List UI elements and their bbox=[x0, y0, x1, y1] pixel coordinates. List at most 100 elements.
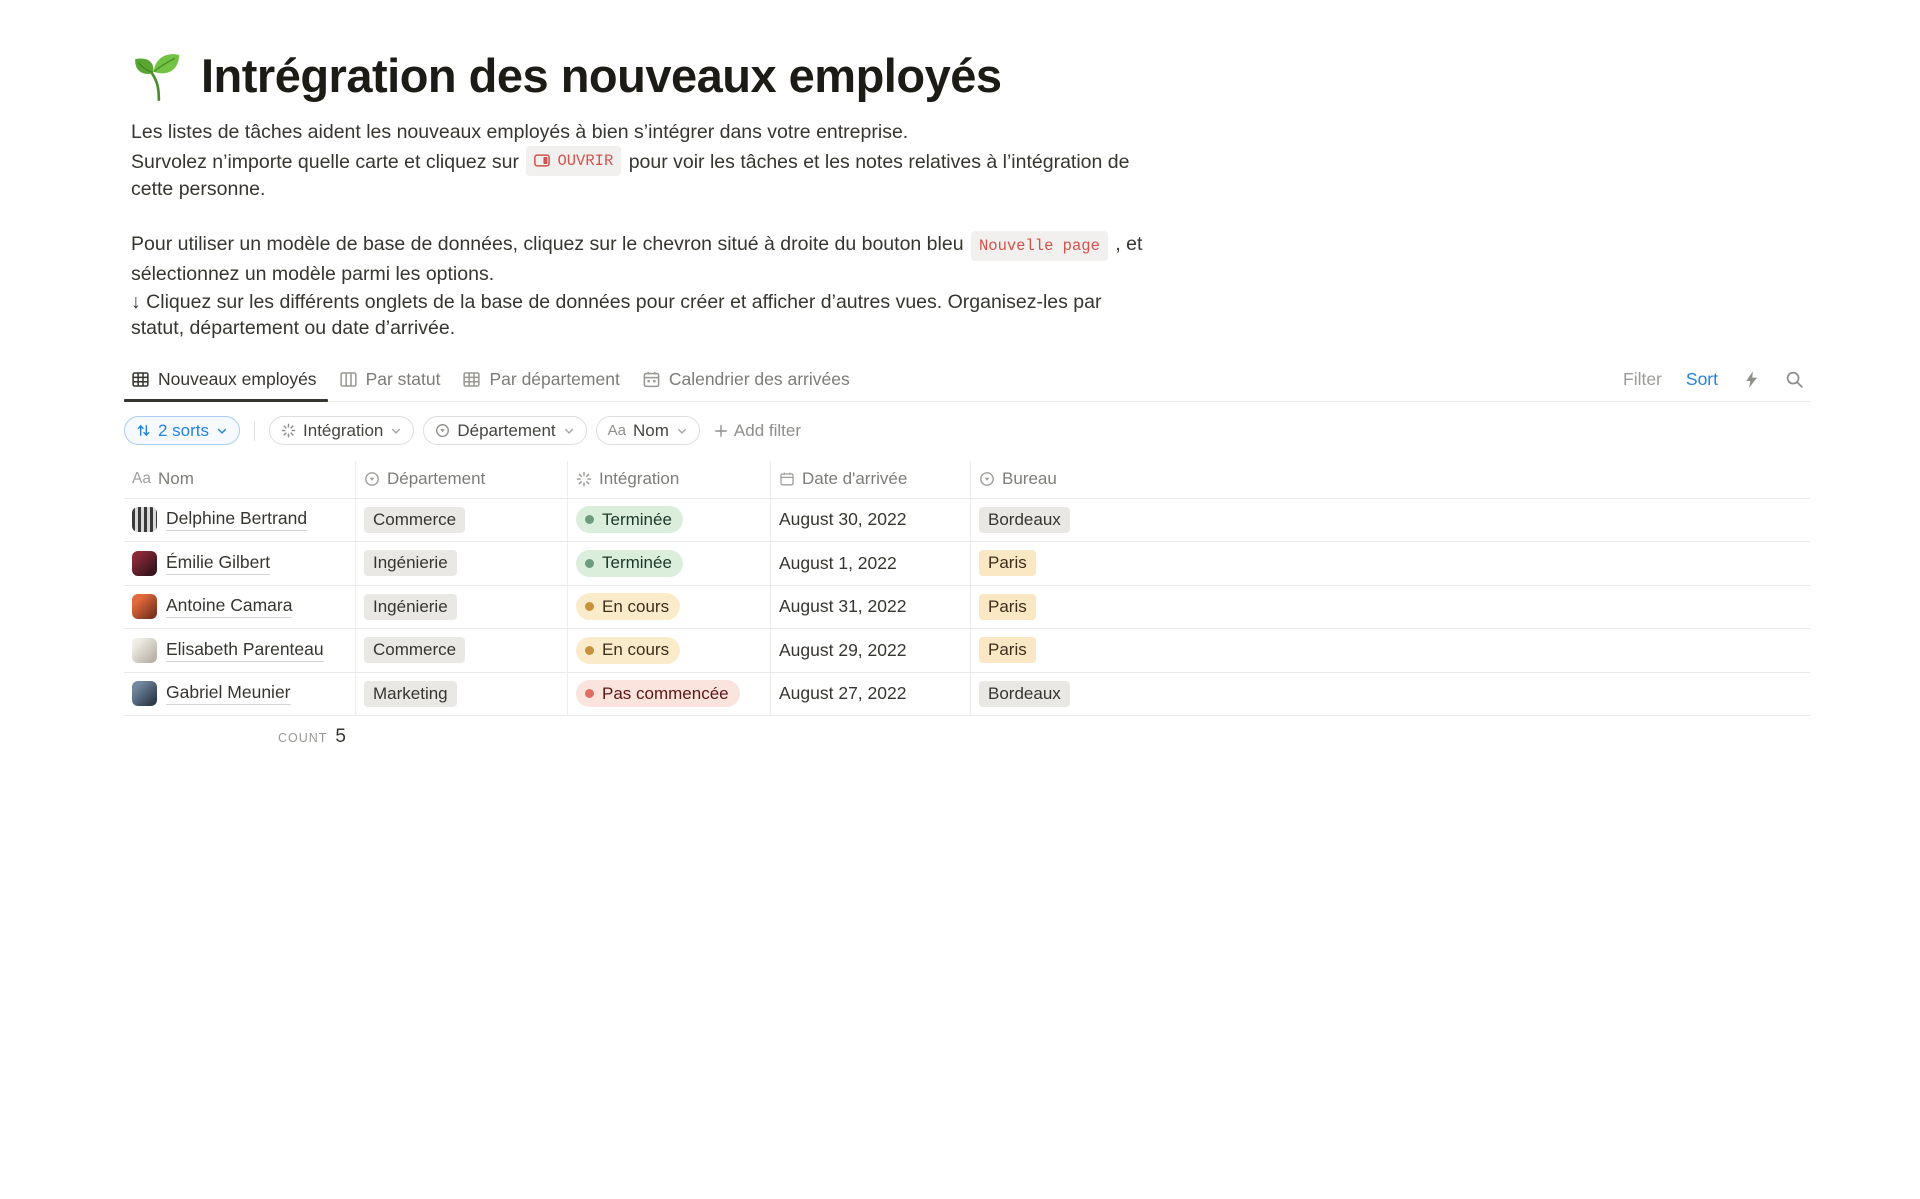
seedling-icon bbox=[131, 49, 185, 103]
date-value[interactable]: August 31, 2022 bbox=[779, 596, 907, 617]
intro-p1-after-badge: pour voir les tâches et les notes relati… bbox=[131, 150, 1130, 200]
name-cell[interactable]: Émilie Gilbert bbox=[124, 542, 356, 585]
table-row: Émilie Gilbert Ingénierie Terminée Augus… bbox=[124, 542, 1810, 586]
departement-cell[interactable]: Commerce bbox=[356, 498, 568, 541]
sorts-chip-label: 2 sorts bbox=[158, 420, 210, 440]
status-label: En cours bbox=[602, 640, 670, 660]
view-toolbar: Filter Sort bbox=[1623, 369, 1810, 390]
bureau-cell[interactable]: Paris bbox=[971, 586, 1810, 629]
avatar bbox=[132, 594, 157, 620]
board-icon bbox=[339, 372, 357, 387]
status-pill[interactable]: En cours bbox=[576, 593, 681, 621]
name-cell[interactable]: Antoine Camara bbox=[124, 585, 356, 628]
integration-cell[interactable]: Terminée bbox=[568, 498, 771, 541]
status-pill[interactable]: Pas commencée bbox=[576, 680, 740, 708]
notion-page: Intrégration des nouveaux employés Les l… bbox=[124, 49, 1810, 757]
status-icon bbox=[281, 423, 296, 438]
filter-button[interactable]: Filter bbox=[1623, 369, 1662, 389]
bureau-cell[interactable]: Bordeaux bbox=[971, 673, 1810, 716]
departement-cell[interactable]: Ingénierie bbox=[356, 542, 568, 585]
column-header-departement[interactable]: Département bbox=[356, 460, 568, 498]
tab-nouveaux-employes[interactable]: Nouveaux employés bbox=[124, 359, 328, 402]
table-icon bbox=[463, 372, 481, 387]
intro-paragraph-1: Les listes de tâches aident les nouveaux… bbox=[131, 119, 1143, 203]
avatar bbox=[132, 681, 157, 707]
date-cell[interactable]: August 27, 2022 bbox=[771, 672, 971, 715]
departement-tag[interactable]: Marketing bbox=[364, 680, 457, 707]
integration-filter-chip[interactable]: Intégration bbox=[269, 416, 415, 445]
employee-name-link[interactable]: Delphine Bertrand bbox=[166, 508, 308, 532]
date-cell[interactable]: August 29, 2022 bbox=[771, 629, 971, 672]
intro-paragraph-3: ↓ Cliquez sur les différents onglets de … bbox=[131, 290, 1102, 340]
tab-par-departement[interactable]: Par département bbox=[451, 359, 630, 401]
bureau-cell[interactable]: Paris bbox=[971, 629, 1810, 672]
tab-par-statut[interactable]: Par statut bbox=[328, 359, 452, 401]
departement-cell[interactable]: Commerce bbox=[356, 629, 568, 672]
departement-tag[interactable]: Ingénierie bbox=[364, 550, 457, 577]
nom-filter-chip[interactable]: Aa Nom bbox=[595, 416, 700, 445]
bureau-tag[interactable]: Paris bbox=[979, 593, 1036, 620]
departement-cell[interactable]: Ingénierie bbox=[356, 585, 568, 628]
status-dot bbox=[585, 689, 594, 699]
employee-name-link[interactable]: Gabriel Meunier bbox=[166, 682, 291, 706]
intro-text: Les listes de tâches aident les nouveaux… bbox=[131, 119, 1143, 342]
bureau-cell[interactable]: Paris bbox=[971, 542, 1810, 585]
status-pill[interactable]: Terminée bbox=[576, 506, 683, 534]
status-pill[interactable]: En cours bbox=[576, 636, 681, 664]
departement-filter-chip[interactable]: Département bbox=[423, 416, 587, 445]
employee-name-link[interactable]: Antoine Camara bbox=[166, 595, 293, 619]
employee-name-link[interactable]: Émilie Gilbert bbox=[166, 552, 271, 575]
integration-cell[interactable]: Terminée bbox=[568, 542, 771, 585]
count-aggregate[interactable]: COUNT 5 bbox=[124, 716, 356, 756]
date-value[interactable]: August 1, 2022 bbox=[779, 552, 897, 573]
select-icon bbox=[436, 424, 450, 437]
search-icon[interactable] bbox=[1785, 370, 1804, 389]
name-cell[interactable]: Gabriel Meunier bbox=[124, 672, 356, 715]
date-cell[interactable]: August 31, 2022 bbox=[771, 585, 971, 628]
database-table: Aa Nom Département Intégration Date d'ar… bbox=[124, 460, 1810, 757]
ouvrir-badge: OUVRIR bbox=[526, 145, 622, 176]
chips-divider bbox=[254, 420, 256, 441]
intro-p2-after-badge: , et sélectionnez un modèle parmi les op… bbox=[131, 232, 1143, 286]
sort-button[interactable]: Sort bbox=[1685, 369, 1718, 389]
tab-calendrier-des-arrivees[interactable]: Calendrier des arrivées bbox=[631, 359, 861, 401]
bureau-cell[interactable]: Bordeaux bbox=[971, 499, 1810, 542]
date-value[interactable]: August 30, 2022 bbox=[779, 509, 907, 530]
tab-label: Par statut bbox=[365, 369, 441, 389]
integration-cell[interactable]: En cours bbox=[568, 585, 771, 628]
date-value[interactable]: August 27, 2022 bbox=[779, 683, 907, 704]
bureau-tag[interactable]: Bordeaux bbox=[979, 506, 1070, 533]
departement-tag[interactable]: Commerce bbox=[364, 506, 466, 533]
column-header-integration[interactable]: Intégration bbox=[568, 460, 771, 498]
column-header-bureau[interactable]: Bureau bbox=[971, 461, 1810, 498]
chip-label: Intégration bbox=[303, 420, 384, 440]
status-pill[interactable]: Terminée bbox=[576, 549, 683, 577]
column-header-date-arrivee[interactable]: Date d'arrivée bbox=[771, 460, 971, 498]
integration-cell[interactable]: Pas commencée bbox=[568, 672, 771, 715]
status-label: Terminée bbox=[602, 553, 672, 573]
bureau-tag[interactable]: Bordeaux bbox=[979, 680, 1070, 707]
departement-tag[interactable]: Commerce bbox=[364, 637, 466, 664]
integration-cell[interactable]: En cours bbox=[568, 629, 771, 672]
name-cell[interactable]: Elisabeth Parenteau bbox=[124, 629, 356, 672]
employee-name-link[interactable]: Elisabeth Parenteau bbox=[166, 639, 324, 662]
lightning-icon[interactable] bbox=[1742, 370, 1761, 389]
ouvrir-badge-label: OUVRIR bbox=[557, 151, 614, 170]
column-label: Intégration bbox=[599, 469, 680, 488]
filter-chips-row: 2 sorts Intégration Département Aa Nom bbox=[124, 416, 1810, 446]
add-filter-button[interactable]: Add filter bbox=[714, 421, 801, 441]
departement-tag[interactable]: Ingénierie bbox=[364, 593, 457, 620]
column-header-nom[interactable]: Aa Nom bbox=[124, 460, 356, 498]
name-cell[interactable]: Delphine Bertrand bbox=[124, 498, 356, 541]
date-cell[interactable]: August 1, 2022 bbox=[771, 542, 971, 585]
bureau-tag[interactable]: Paris bbox=[979, 550, 1036, 577]
sorts-chip[interactable]: 2 sorts bbox=[124, 416, 241, 445]
bureau-tag[interactable]: Paris bbox=[979, 637, 1036, 664]
date-value[interactable]: August 29, 2022 bbox=[779, 639, 907, 660]
status-icon bbox=[576, 471, 592, 487]
calendar-icon bbox=[643, 371, 660, 388]
departement-cell[interactable]: Marketing bbox=[356, 672, 568, 715]
status-dot bbox=[585, 515, 594, 525]
date-cell[interactable]: August 30, 2022 bbox=[771, 498, 971, 541]
table-row: Delphine Bertrand Commerce Terminée Augu… bbox=[124, 498, 1810, 542]
